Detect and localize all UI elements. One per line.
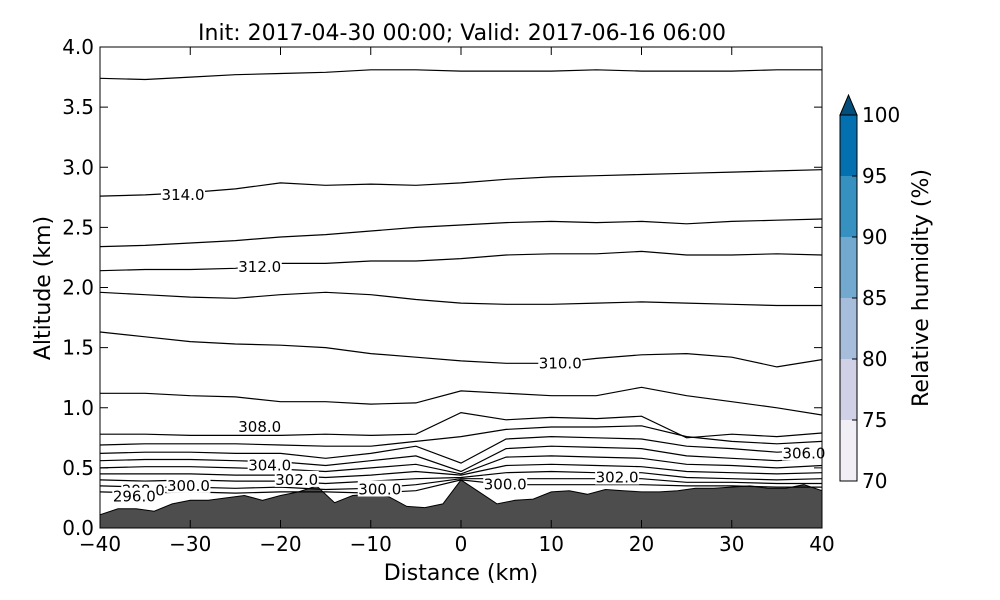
y-axis-ticks: 0.0 0.5 1.0 1.5 2.0 2.5 3.0 3.5 4.0: [62, 35, 822, 540]
y-tick-label: 3.0: [62, 155, 94, 179]
isentrope-line: [100, 470, 822, 485]
x-tick-label: 0: [455, 532, 468, 556]
contour-label-bg: [595, 468, 640, 485]
colorbar-segment: [840, 237, 857, 298]
x-tick-label: 30: [719, 532, 744, 556]
isentrope-layer: [100, 69, 822, 494]
contour-label: 302.0: [275, 471, 318, 489]
isentrope-line: [100, 479, 822, 494]
contour-label: 310.0: [539, 354, 582, 372]
contour-label-bg: [781, 444, 826, 461]
contour-label: 312.0: [238, 258, 281, 276]
isentrope-line: [100, 445, 822, 473]
isentrope-line: [100, 455, 822, 475]
y-tick-label: 0.5: [62, 456, 94, 480]
colorbar-label: Relative humidity (%): [909, 169, 934, 407]
isentrope-line: [100, 69, 822, 81]
contour-label-bg: [161, 185, 206, 202]
isentrope-line: [100, 411, 822, 439]
y-tick-label: 1.0: [62, 396, 94, 420]
x-tick-label: 20: [629, 532, 654, 556]
colorbar-segment: [840, 420, 857, 481]
contour-label-bg: [237, 258, 282, 275]
isentrope-line: [100, 425, 822, 447]
colorbar-segment: [840, 176, 857, 237]
contour-label-bg: [357, 480, 402, 497]
colorbar-tick-label: 75: [862, 408, 887, 432]
y-axis-label: Altitude (km): [31, 216, 56, 360]
contour-label-bg: [483, 475, 528, 492]
contour-label: 304.0: [248, 456, 291, 474]
isentrope-line: [100, 218, 822, 248]
contour-label-bg: [538, 354, 583, 371]
isentrope-line: [100, 291, 822, 307]
contour-label-bg: [247, 456, 292, 473]
x-tick-label: 10: [539, 532, 564, 556]
x-tick-label: −10: [350, 532, 392, 556]
colorbar-tick-label: 100: [862, 103, 900, 127]
colorbar-segment: [840, 115, 857, 176]
colorbar-tick-label: 85: [862, 286, 887, 310]
colorbar-tick-label: 80: [862, 347, 887, 371]
colorbar-segment: [840, 298, 857, 359]
contour-label: 302.0: [596, 468, 639, 486]
chart-title: Init: 2017-04-30 00:00; Valid: 2017-06-1…: [198, 21, 726, 46]
colorbar-extend-arrow: [839, 93, 858, 116]
colorbar-tick-label: 70: [862, 469, 887, 493]
isentrope-line: [100, 478, 822, 491]
y-tick-label: 1.5: [62, 336, 94, 360]
x-axis-label: Distance (km): [384, 561, 539, 586]
contour-label: 314.0: [162, 186, 205, 204]
isentrope-line: [100, 435, 822, 464]
isentrope-line: [100, 169, 822, 197]
contour-label: 300.0: [167, 477, 210, 495]
contour-label: 296.0: [113, 488, 156, 506]
x-tick-label: −40: [79, 532, 121, 556]
terrain-layer: [100, 479, 822, 528]
plot-background: [100, 47, 822, 528]
y-tick-label: 2.0: [62, 276, 94, 300]
contour-label-bg: [237, 417, 282, 434]
y-tick-label: 2.5: [62, 215, 94, 239]
contour-label-bg: [166, 476, 211, 493]
colorbar: 70 75 80 85 90 95 100: [839, 93, 900, 493]
contour-label-bg: [274, 470, 319, 487]
y-tick-label: 3.5: [62, 95, 94, 119]
x-tick-label: 40: [809, 532, 834, 556]
x-tick-label: −30: [169, 532, 211, 556]
isentrope-line: [100, 331, 822, 368]
isentrope-line: [100, 386, 822, 416]
terrain: [100, 479, 822, 528]
isentrope-line: [100, 250, 822, 272]
colorbar-tick-label: 95: [862, 164, 887, 188]
isentrope-line: [100, 463, 822, 479]
contour-label: 300.0: [484, 476, 527, 494]
colorbar-segment: [840, 359, 857, 420]
y-tick-label: 0.0: [62, 516, 94, 540]
contour-label-bg: [112, 487, 157, 504]
contour-label: 306.0: [782, 444, 825, 462]
x-axis-ticks: −40 −30 −20 −10 0 10 20 30 40: [79, 47, 835, 556]
y-tick-label: 4.0: [62, 35, 94, 59]
x-tick-label: −20: [259, 532, 301, 556]
contour-label: 300.0: [358, 481, 401, 499]
contour-label: 308.0: [238, 418, 281, 436]
colorbar-tick-label: 90: [862, 225, 887, 249]
